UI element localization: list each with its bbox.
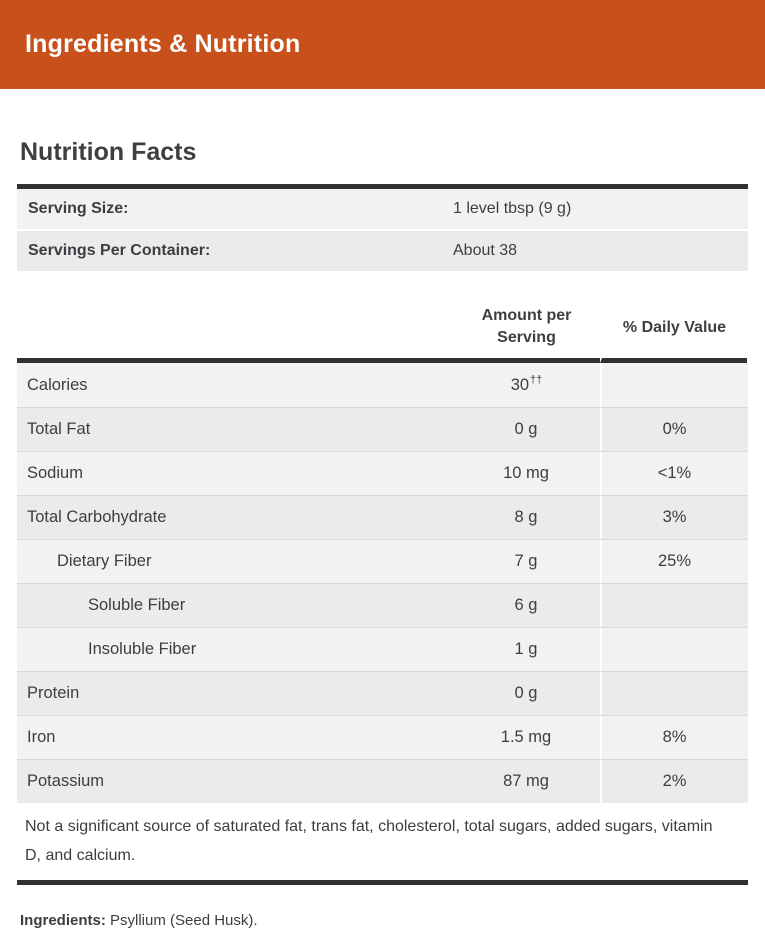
column-header-daily-value: % Daily Value	[600, 301, 747, 363]
ingredients-value: Psyllium (Seed Husk).	[110, 912, 258, 929]
nutrient-daily-value: 2%	[600, 760, 747, 803]
nutrition-footnote: Not a significant source of saturated fa…	[17, 803, 748, 885]
nutrient-name: Potassium	[27, 772, 105, 790]
nutrient-amount-value: 6 g	[514, 596, 538, 614]
ingredients-nutrition-section-header[interactable]: Ingredients & Nutrition	[0, 0, 765, 89]
ingredients-line: Ingredients: Psyllium (Seed Husk).	[20, 912, 748, 929]
nutrient-amount: 0 g	[453, 408, 600, 451]
nutrient-amount-value: 7 g	[514, 552, 538, 570]
nutrient-row: Insoluble Fiber 1 g	[17, 627, 748, 671]
nutrient-amount: 1.5 mg	[453, 716, 600, 759]
nutrient-daily-value: <1%	[600, 452, 747, 495]
column-header-amount-per-serving: Amount per Serving	[481, 307, 572, 346]
nutrient-amount-value: 87 mg	[503, 772, 549, 790]
nutrient-name: Insoluble Fiber	[88, 640, 197, 658]
nutrient-amount-value: 1 g	[514, 640, 538, 658]
nutrient-name: Total Carbohydrate	[27, 508, 167, 526]
nutrient-name: Sodium	[27, 464, 83, 482]
nutrient-amount-value: 10 mg	[503, 464, 549, 482]
nutrition-rows: Calories 30 †† Total Fat 0 g 0% Sodium 10…	[17, 363, 748, 803]
nutrient-amount: 87 mg	[453, 760, 600, 803]
nutrient-amount-value: 30	[510, 375, 530, 394]
serving-info-row: Servings Per Container: About 38	[17, 231, 748, 271]
nutrient-row: Protein 0 g	[17, 671, 748, 715]
nutrient-daily-value	[600, 628, 747, 671]
nutrient-daily-value: 8%	[600, 716, 747, 759]
serving-row-label: Serving Size:	[28, 200, 129, 217]
nutrient-daily-value: 0%	[600, 408, 747, 451]
nutrient-amount-footnote-marker: ††	[530, 374, 543, 386]
nutrient-amount-value: 0 g	[514, 420, 538, 438]
serving-row-value: 1 level tbsp (9 g)	[453, 200, 572, 217]
nutrient-row: Soluble Fiber 6 g	[17, 583, 748, 627]
nutrient-amount: 1 g	[453, 628, 600, 671]
nutrient-daily-value: 3%	[600, 496, 747, 539]
nutrient-amount-value: 8 g	[514, 508, 538, 526]
nutrient-name: Soluble Fiber	[88, 596, 186, 614]
serving-row-value: About 38	[453, 242, 518, 259]
nutrient-name: Dietary Fiber	[57, 552, 152, 570]
nutrient-row: Total Carbohydrate 8 g 3%	[17, 495, 748, 539]
header-left-group: Amount per Serving	[17, 301, 600, 363]
nutrient-amount: 7 g	[453, 540, 600, 583]
nutrient-daily-value	[600, 672, 747, 715]
nutrition-table-header: Amount per Serving % Daily Value	[17, 271, 748, 363]
nutrient-daily-value	[600, 363, 747, 407]
nutrition-facts-title: Nutrition Facts	[20, 138, 197, 166]
nutrient-amount: 8 g	[453, 496, 600, 539]
header-name-spacer	[17, 301, 453, 358]
nutrition-panel: Nutrition Facts Serving Size: 1 level tb…	[0, 138, 765, 929]
serving-info-table: Serving Size: 1 level tbsp (9 g) Serving…	[17, 184, 748, 271]
serving-info-row: Serving Size: 1 level tbsp (9 g)	[17, 189, 748, 229]
nutrient-name: Calories	[27, 375, 88, 394]
nutrient-row: Iron 1.5 mg 8%	[17, 715, 748, 759]
nutrient-row: Dietary Fiber 7 g 25%	[17, 539, 748, 583]
nutrient-daily-value: 25%	[600, 540, 747, 583]
nutrient-name: Iron	[27, 728, 56, 746]
nutrient-row: Sodium 10 mg <1%	[17, 451, 748, 495]
nutrient-daily-value	[600, 584, 747, 627]
nutrient-amount: 0 g	[453, 672, 600, 715]
serving-row-label: Servings Per Container:	[28, 242, 211, 259]
section-title: Ingredients & Nutrition	[25, 30, 301, 58]
nutrient-row: Total Fat 0 g 0%	[17, 407, 748, 451]
nutrient-row: Potassium 87 mg 2%	[17, 759, 748, 803]
nutrient-amount: 30 ††	[453, 363, 600, 407]
nutrient-name: Total Fat	[27, 420, 91, 438]
nutrient-name: Protein	[27, 684, 80, 702]
nutrient-row: Calories 30 ††	[17, 363, 748, 407]
ingredients-label: Ingredients:	[20, 912, 106, 929]
nutrient-amount-value: 0 g	[514, 684, 538, 702]
nutrient-amount: 6 g	[453, 584, 600, 627]
nutrient-amount-value: 1.5 mg	[500, 728, 552, 746]
nutrient-amount: 10 mg	[453, 452, 600, 495]
